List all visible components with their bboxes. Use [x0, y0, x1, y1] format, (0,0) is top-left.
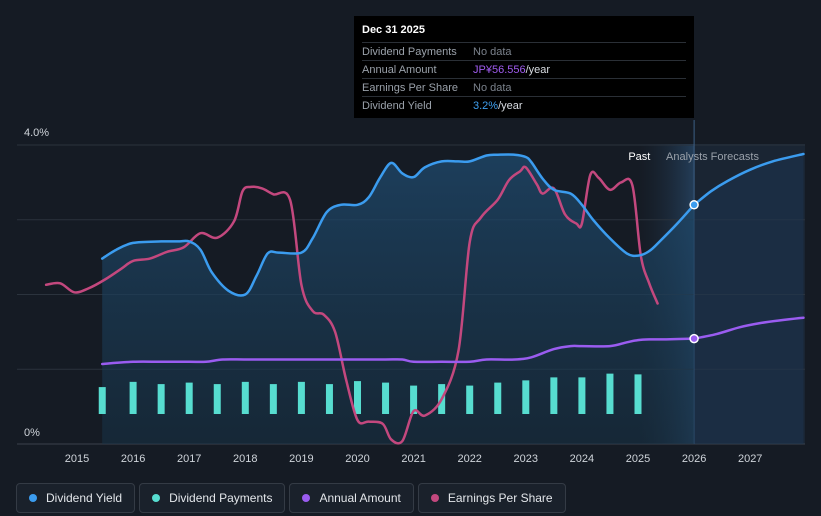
- forecast-label: Analysts Forecasts: [666, 151, 759, 163]
- dividend-yield-forecast-line: [692, 152, 805, 207]
- legend-label: Dividend Yield: [46, 491, 123, 505]
- x-tick-label: 2023: [514, 453, 538, 465]
- dividend-payment-bar: [550, 377, 558, 414]
- dividend-yield-marker: [689, 200, 699, 210]
- legend-label: Earnings Per Share: [447, 491, 553, 505]
- dividend-payment-bar: [466, 385, 474, 414]
- legend-label: Annual Amount: [319, 491, 401, 505]
- legend-dot-icon: [430, 494, 439, 502]
- dividend-payment-bar: [494, 382, 502, 414]
- legend-item-dividend-payments[interactable]: Dividend Payments: [139, 483, 286, 513]
- dividend-payment-bar: [410, 385, 418, 414]
- dividend-yield-line: [100, 153, 696, 297]
- dividend-payment-bar: [185, 382, 193, 414]
- x-tick-label: 2015: [65, 453, 89, 465]
- tooltip-value: No data: [473, 45, 512, 58]
- x-tick-label: 2017: [177, 453, 201, 465]
- legend-item-annual-amount[interactable]: Annual Amount: [289, 483, 414, 513]
- tooltip-row-earnings-per-share: Earnings Per Share No data: [362, 78, 686, 96]
- dividend-payment-bar: [297, 381, 305, 414]
- dividend-payment-bar: [157, 384, 165, 414]
- legend-dot-icon: [302, 494, 311, 502]
- tooltip-unit: /year: [498, 99, 523, 112]
- x-tick-label: 2024: [570, 453, 594, 465]
- x-tick-label: 2021: [401, 453, 425, 465]
- tooltip-label: Earnings Per Share: [362, 81, 458, 94]
- dividend-payment-bar: [213, 384, 221, 414]
- legend-label: Dividend Payments: [169, 491, 273, 505]
- annual-amount-forecast-line: [692, 316, 805, 340]
- dividend-yield-forecast-area: [694, 154, 804, 444]
- tooltip-unit: /year: [525, 63, 551, 76]
- tooltip-row-annual-amount: Annual Amount JP¥56.556/year: [362, 60, 686, 78]
- x-tick-label: 2019: [289, 453, 313, 465]
- x-tick-label: 2020: [345, 453, 369, 465]
- dividend-payment-bar: [606, 373, 614, 414]
- dividend-payment-bar: [269, 384, 277, 414]
- x-tick-label: 2027: [738, 453, 762, 465]
- tooltip-value: No data: [473, 81, 512, 94]
- dividend-payment-bar: [382, 382, 390, 414]
- earnings-per-share-line: [44, 165, 659, 445]
- tooltip-label: Dividend Yield: [362, 99, 432, 112]
- dividend-payment-bar: [354, 381, 361, 414]
- annual-amount-marker: [689, 333, 699, 344]
- chart-tooltip: Dec 31 2025 Dividend Payments No data An…: [354, 16, 694, 118]
- x-tick-label: 2026: [682, 453, 706, 465]
- tooltip-value: JP¥56.556: [473, 63, 526, 76]
- tooltip-date: Dec 31 2025: [362, 24, 425, 36]
- tooltip-row-dividend-yield: Dividend Yield 3.2%/year: [362, 96, 686, 114]
- dividend-payment-bar: [578, 377, 586, 414]
- legend-item-dividend-yield[interactable]: Dividend Yield: [16, 483, 136, 513]
- x-tick-label: 2025: [626, 453, 650, 465]
- legend-dot-icon: [29, 494, 37, 502]
- x-tick-label: 2018: [233, 453, 257, 465]
- dividend-payment-bar: [522, 380, 530, 414]
- dividend-payment-bar: [98, 387, 106, 414]
- x-tick-label: 2016: [121, 453, 145, 465]
- chart-legend: Dividend Yield Dividend Payments Annual …: [16, 483, 566, 515]
- dividend-yield-area: [102, 154, 695, 444]
- y-axis-top-label: 4.0%: [24, 127, 49, 139]
- legend-item-earnings-per-share[interactable]: Earnings Per Share: [417, 483, 566, 513]
- y-axis-bottom-label: 0%: [24, 427, 40, 439]
- legend-dot-icon: [152, 494, 161, 502]
- dividend-payment-bar: [634, 374, 642, 414]
- tooltip-row-dividend-payments: Dividend Payments No data: [362, 42, 686, 60]
- dividend-payment-bar: [241, 381, 249, 414]
- past-label: Past: [628, 151, 650, 163]
- dividend-payment-bar: [129, 381, 137, 414]
- tooltip-value: 3.2%: [473, 99, 499, 112]
- annual-amount-line: [100, 337, 696, 366]
- tooltip-label: Dividend Payments: [362, 45, 457, 58]
- x-tick-label: 2022: [457, 453, 481, 465]
- tooltip-label: Annual Amount: [362, 63, 437, 76]
- dividend-payment-bar: [325, 384, 333, 414]
